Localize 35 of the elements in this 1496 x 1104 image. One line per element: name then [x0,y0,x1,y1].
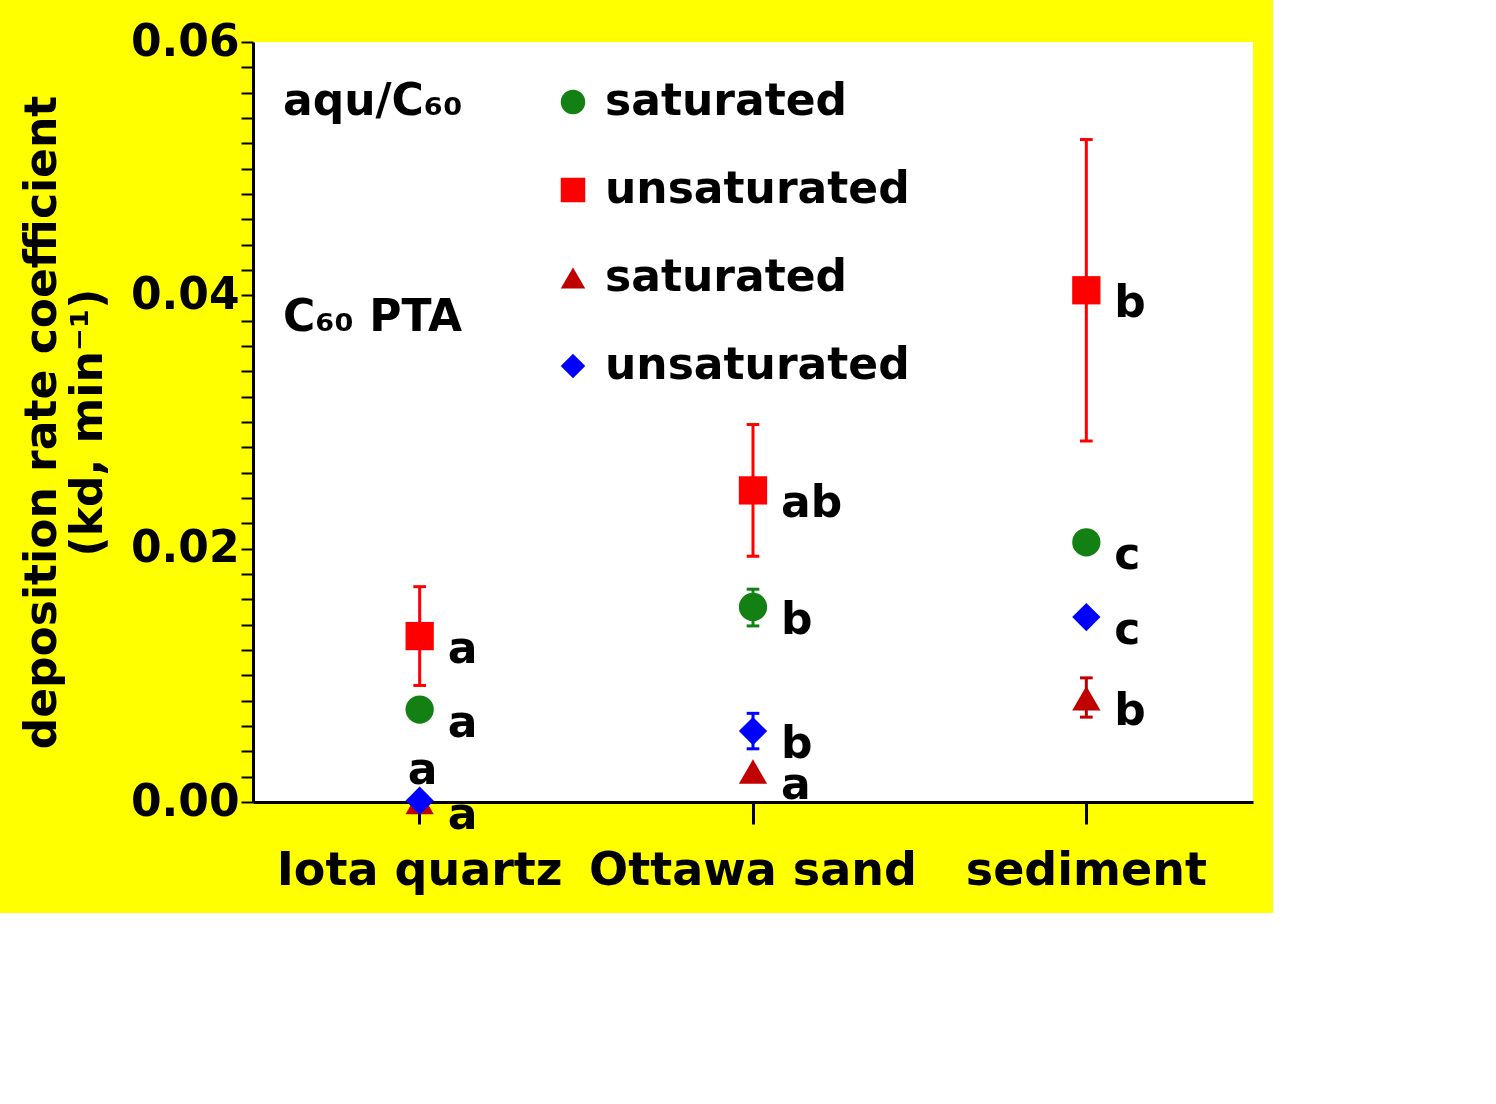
annotation: a [447,622,478,674]
x-tick-label: sediment [965,841,1207,896]
annotation: c [1114,603,1141,655]
annotation: a [407,742,438,794]
point [738,476,768,505]
point [738,759,768,784]
legend-label: saturated [605,74,847,125]
annotation: b [781,592,813,644]
annotation: ab [781,476,843,528]
point [1072,602,1101,632]
annotation: aqu/C₆₀ [283,74,463,125]
y-tick-label: 0.00 [130,774,240,826]
y-tick-label: 0.04 [130,267,240,319]
legend-label: unsaturated [605,162,910,213]
point [738,592,768,622]
point [405,621,434,651]
legend-label: saturated [605,250,847,301]
y-tick-label: 0.06 [130,14,240,66]
annotation: b [1114,684,1146,736]
annotation: b [781,717,813,769]
point [1072,528,1101,557]
annotation: C₆₀ PTA [283,290,463,341]
annotation: a [447,788,478,839]
x-tick-label: Ottawa sand [589,841,917,896]
point [405,695,434,724]
point [1072,685,1101,711]
y-axis-title: deposition rate coefficient (kd, min⁻¹) [14,95,112,750]
annotation: b [1114,276,1146,328]
legend-label: unsaturated [605,338,910,389]
point [738,716,768,746]
annotation: a [447,695,478,747]
annotation: c [1114,528,1141,580]
x-tick-label: Iota quartz [276,841,563,896]
y-tick-label: 0.02 [130,521,240,573]
point [1072,276,1101,305]
